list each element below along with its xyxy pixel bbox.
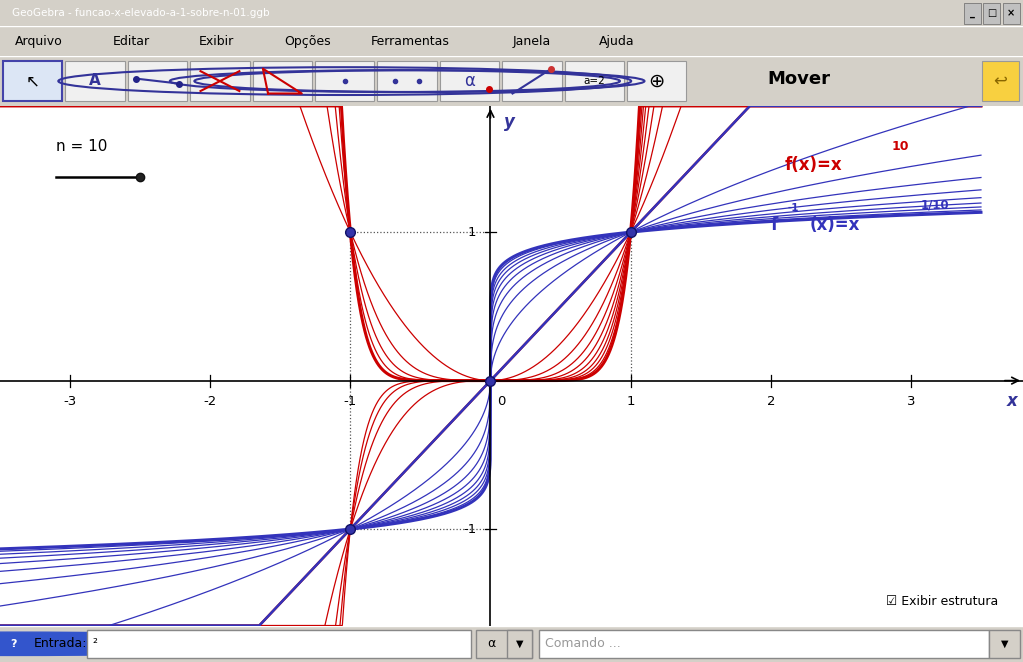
Text: f(x)=x: f(x)=x [785, 156, 842, 174]
Bar [507, 630, 532, 657]
Text: A: A [89, 73, 101, 87]
Bar [476, 630, 532, 657]
Bar [982, 61, 1019, 101]
Bar [3, 61, 62, 101]
Text: ☑ Exibir estrutura: ☑ Exibir estrutura [886, 594, 997, 608]
Text: 2: 2 [766, 395, 775, 408]
Text: Mover: Mover [767, 70, 831, 87]
Text: (x)=x: (x)=x [810, 216, 860, 234]
Bar [65, 61, 125, 101]
Text: α: α [464, 72, 475, 90]
Text: Opções: Opções [284, 35, 331, 48]
Bar [440, 61, 499, 101]
Bar [128, 61, 187, 101]
Text: Ferramentas: Ferramentas [370, 35, 449, 48]
Text: 0: 0 [497, 395, 506, 408]
Text: a=2: a=2 [583, 76, 606, 86]
Bar [565, 61, 624, 101]
Text: 1: 1 [468, 226, 477, 238]
Text: Editar: Editar [113, 35, 149, 48]
Text: ↖: ↖ [26, 72, 40, 90]
Text: -2: -2 [204, 395, 217, 408]
Text: ?: ? [10, 639, 16, 649]
Bar [190, 61, 250, 101]
Text: ²: ² [92, 638, 97, 650]
Bar [627, 61, 686, 101]
Text: _: _ [970, 8, 975, 19]
Text: GeoGebra - funcao-x-elevado-a-1-sobre-n-01.ggb: GeoGebra - funcao-x-elevado-a-1-sobre-n-… [12, 8, 270, 19]
Text: ▼: ▼ [516, 639, 524, 649]
Text: x: x [1007, 393, 1017, 410]
Bar [539, 630, 989, 657]
Text: □: □ [987, 8, 996, 19]
Bar [253, 61, 312, 101]
Bar [964, 3, 981, 24]
Text: 10: 10 [891, 140, 908, 152]
Text: 1: 1 [626, 395, 635, 408]
Text: n = 10: n = 10 [56, 138, 107, 154]
Text: -1: -1 [788, 203, 799, 213]
Text: f: f [770, 216, 779, 234]
Text: Exibir: Exibir [198, 35, 233, 48]
Text: Comando ...: Comando ... [545, 638, 621, 650]
Text: Janela: Janela [513, 35, 550, 48]
Text: Ajuda: Ajuda [598, 35, 634, 48]
Text: -1: -1 [463, 522, 477, 536]
Text: y: y [504, 113, 516, 131]
Bar [502, 61, 562, 101]
Text: 3: 3 [906, 395, 916, 408]
Text: ↩: ↩ [993, 72, 1008, 90]
Text: -3: -3 [63, 395, 77, 408]
Bar [983, 3, 1000, 24]
Text: ⊕: ⊕ [649, 71, 665, 91]
Text: α: α [487, 638, 495, 650]
Text: Entrada:: Entrada: [34, 638, 87, 650]
Text: ×: × [1008, 8, 1015, 19]
Bar [315, 61, 374, 101]
Bar [87, 630, 471, 657]
Bar [377, 61, 437, 101]
Text: ▼: ▼ [1000, 639, 1009, 649]
Bar [989, 630, 1020, 657]
Text: Arquivo: Arquivo [15, 35, 63, 48]
Circle shape [0, 632, 341, 655]
Text: 1/10: 1/10 [921, 199, 949, 212]
Bar [1003, 3, 1020, 24]
Text: -1: -1 [344, 395, 357, 408]
